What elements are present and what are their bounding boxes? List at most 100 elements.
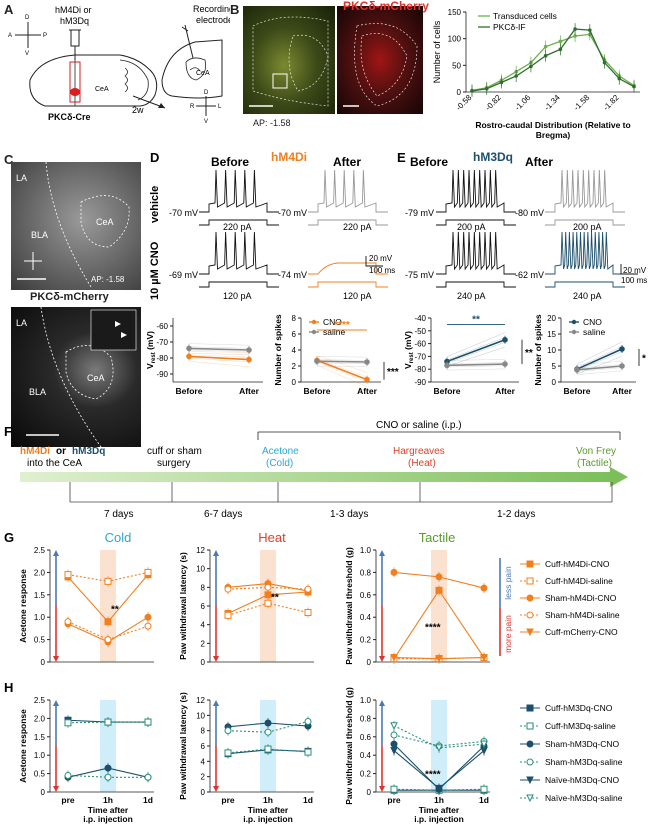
summary-y-label: Number of spikes bbox=[273, 314, 283, 386]
b-point bbox=[617, 76, 622, 81]
f-or: or bbox=[56, 446, 66, 457]
h-legend-item: Sham-hM3Dq-saline bbox=[545, 757, 623, 767]
gh-y-tick: 12 bbox=[196, 696, 205, 705]
gh-y-tick: 0.2 bbox=[360, 770, 372, 779]
summary-y-tick: -70 bbox=[156, 338, 168, 347]
gh-x-tick: pre bbox=[387, 795, 401, 805]
summary-y-label: Vrest (mV) bbox=[403, 331, 415, 369]
b-point bbox=[543, 44, 548, 49]
delay-label: 2w bbox=[132, 105, 144, 115]
d-v4: -74 mV bbox=[278, 270, 307, 280]
b-y-tick: 100 bbox=[448, 35, 462, 44]
g-sig-3: **** bbox=[425, 623, 441, 634]
data-marker bbox=[104, 718, 112, 726]
pkcd-mcherry-image bbox=[337, 6, 423, 114]
summary-y-tick: 5 bbox=[552, 362, 557, 371]
gh-y-tick: 0.8 bbox=[360, 568, 372, 577]
data-marker bbox=[144, 718, 152, 726]
summary-point bbox=[502, 336, 508, 343]
axis-rv: V bbox=[204, 119, 208, 125]
gh-x-label-1: Time after bbox=[248, 805, 289, 815]
summary-mean-line bbox=[576, 365, 623, 371]
h-legend-item: Naïve-hM3Dq-saline bbox=[545, 793, 623, 803]
summary-y-tick: -90 bbox=[156, 370, 168, 379]
g-legend-item: Sham-hM4Di-saline bbox=[545, 610, 620, 620]
gh-y-tick: 1.5 bbox=[34, 591, 46, 600]
g-legend-item: Sham-hM4Di-CNO bbox=[545, 593, 617, 603]
axis-a: A bbox=[8, 33, 12, 39]
gh-y-tick: 8 bbox=[201, 583, 206, 592]
voltage-trace bbox=[199, 169, 279, 213]
f-d2: 6-7 days bbox=[204, 509, 242, 520]
current-step-trace bbox=[199, 219, 279, 226]
f-cuff2: surgery bbox=[157, 458, 190, 469]
data-marker bbox=[224, 727, 232, 735]
scale-bar-e bbox=[620, 264, 638, 275]
b-point bbox=[514, 74, 518, 78]
summary-y-tick: 2 bbox=[292, 362, 297, 371]
b-x-tick: -1.06 bbox=[513, 93, 533, 113]
data-marker bbox=[390, 731, 398, 739]
data-marker bbox=[144, 773, 152, 781]
e-virus-title: hM3Dq bbox=[473, 150, 513, 164]
summary-y-tick: -40 bbox=[414, 314, 426, 323]
scale-bar-d bbox=[365, 256, 383, 267]
recording-label-2: electrode bbox=[196, 15, 230, 25]
pkcd-mcherry-title: PKCδ-mCherry bbox=[343, 0, 429, 13]
data-marker bbox=[64, 719, 72, 727]
summary-mean-line bbox=[188, 355, 250, 361]
data-marker bbox=[526, 794, 534, 803]
current-step-trace bbox=[308, 281, 388, 288]
data-marker bbox=[526, 577, 534, 585]
summary-legend-item: CNO bbox=[323, 317, 342, 327]
b-y-tick: 150 bbox=[448, 8, 462, 17]
gh-x-label-1: Time after bbox=[88, 805, 129, 815]
data-marker bbox=[264, 745, 272, 753]
current-step-trace bbox=[308, 219, 388, 226]
data-marker bbox=[526, 628, 534, 637]
axis-rr: R bbox=[190, 104, 195, 110]
panel-label-h: H bbox=[4, 680, 13, 695]
axis-v: V bbox=[25, 51, 29, 57]
d-v1: -70 mV bbox=[169, 208, 198, 218]
f-d1: 7 days bbox=[104, 509, 133, 520]
d-before-title: Before bbox=[211, 155, 249, 169]
h-legend-item: Naïve-hM3Dq-CNO bbox=[545, 775, 620, 785]
data-marker bbox=[480, 785, 488, 793]
ap-label-c: AP: -1.58 bbox=[91, 275, 125, 284]
h-legend-item: Sham-hM3Dq-CNO bbox=[545, 739, 620, 749]
gh-y-tick: 1.0 bbox=[34, 751, 46, 760]
charts-g-h-behavior: G H Cold Heat Tactile 0 0.5 1.0 1.5 2.0 2.5 Aceto… bbox=[4, 530, 623, 824]
data-marker bbox=[526, 722, 534, 730]
gh-y-label: Paw withdrawal threshold (g) bbox=[344, 687, 354, 805]
summary-point bbox=[574, 367, 580, 373]
summary-y-tick: -90 bbox=[414, 378, 426, 387]
data-marker bbox=[64, 771, 72, 779]
panel-label-d: D bbox=[150, 150, 159, 165]
cea-spot bbox=[70, 88, 80, 96]
panel-label-f: F bbox=[4, 424, 12, 439]
b-point bbox=[602, 60, 607, 65]
data-marker bbox=[264, 728, 272, 736]
data-marker bbox=[390, 785, 398, 793]
ap-label-b: AP: -1.58 bbox=[253, 118, 291, 128]
gh-y-tick: 0 bbox=[201, 658, 206, 667]
g-sig-2: ** bbox=[271, 592, 279, 603]
e-v2: -80 mV bbox=[515, 208, 544, 218]
summary-point bbox=[246, 356, 252, 363]
b-x-label-2: Bregma) bbox=[536, 130, 571, 140]
label-bla: BLA bbox=[31, 230, 49, 240]
data-marker bbox=[104, 618, 112, 626]
summary-y-tick: 6 bbox=[292, 330, 297, 339]
current-step-trace bbox=[436, 219, 516, 226]
summary-point bbox=[364, 376, 370, 383]
gh-y-tick: 2 bbox=[201, 639, 206, 648]
data-marker bbox=[435, 744, 443, 752]
voltage-trace bbox=[199, 231, 279, 275]
gh-y-tick: 0.8 bbox=[360, 714, 372, 723]
b-point bbox=[470, 89, 474, 93]
gh-y-tick: 2.0 bbox=[34, 568, 46, 577]
summary-mean-line bbox=[316, 360, 368, 363]
gh-x-tick: pre bbox=[221, 795, 235, 805]
d-i4: 120 pA bbox=[343, 291, 372, 301]
